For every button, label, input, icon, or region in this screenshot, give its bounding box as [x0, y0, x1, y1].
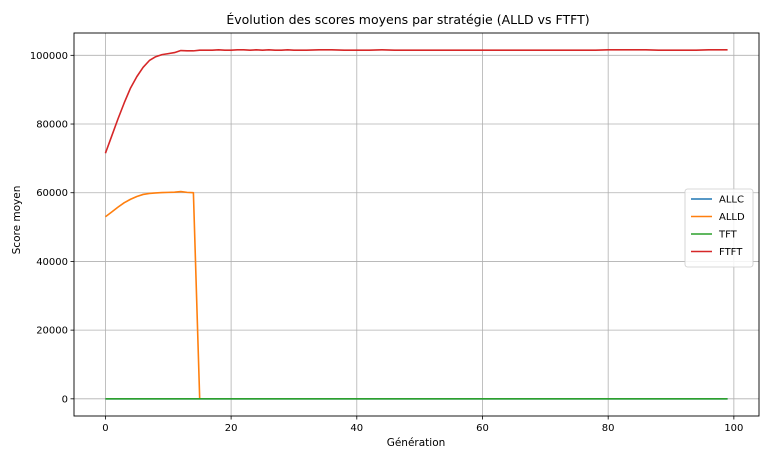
- legend-label-ftft: FTFT: [719, 247, 743, 258]
- y-tick-label: 20000: [36, 326, 68, 337]
- y-axis-label: Score moyen: [11, 186, 23, 255]
- chart-title: Évolution des scores moyens par stratégi…: [226, 12, 589, 27]
- y-tick-label: 80000: [36, 120, 68, 131]
- y-tick-label: 100000: [30, 51, 68, 62]
- series-lines: [104, 49, 728, 400]
- x-tick-label: 40: [350, 423, 363, 434]
- x-tick-label: 20: [225, 423, 238, 434]
- x-tick-label: 0: [102, 423, 108, 434]
- x-tick-label: 60: [476, 423, 489, 434]
- y-tick-label: 60000: [36, 188, 68, 199]
- y-tick-label: 0: [62, 394, 68, 405]
- x-tick-label: 100: [724, 423, 743, 434]
- series-line-alld: [104, 190, 201, 399]
- legend: ALLC ALLD TFT FTFT: [684, 188, 754, 268]
- y-tick-label: 40000: [36, 257, 68, 268]
- x-axis-label: Génération: [387, 437, 446, 449]
- legend-label-tft: TFT: [718, 230, 738, 241]
- legend-box: [684, 188, 754, 268]
- x-tick-label: 80: [602, 423, 615, 434]
- series-line-ftft: [104, 49, 728, 154]
- legend-label-allc: ALLC: [719, 195, 744, 206]
- plot-frame: [73, 32, 760, 417]
- x-axis-ticks: 0 20 40 60 80 100: [102, 416, 743, 434]
- legend-label-alld: ALLD: [719, 212, 745, 223]
- y-axis-ticks: 0 20000 40000 60000 80000 100000: [30, 51, 74, 405]
